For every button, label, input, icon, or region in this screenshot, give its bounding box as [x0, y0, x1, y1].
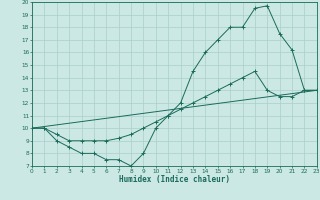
X-axis label: Humidex (Indice chaleur): Humidex (Indice chaleur): [119, 175, 230, 184]
